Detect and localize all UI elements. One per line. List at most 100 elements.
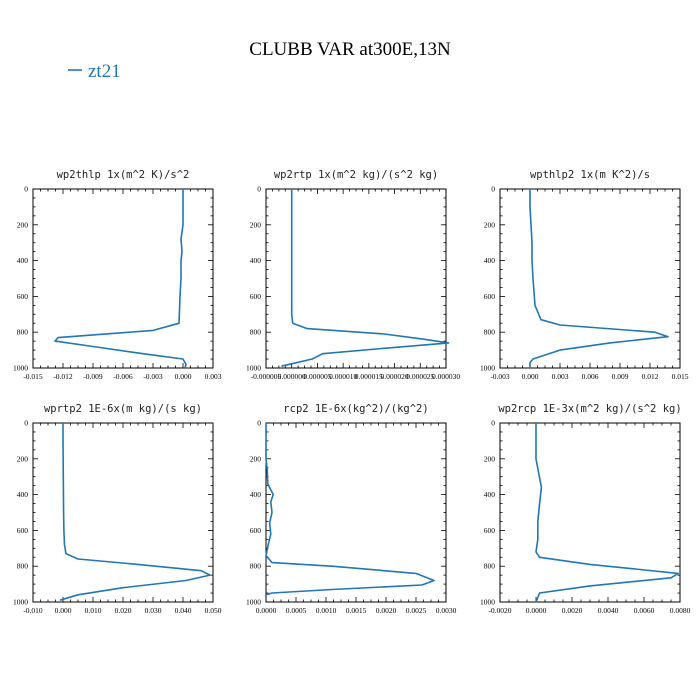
panel-4: wprtp2 1E-6x(m kg)/(s kg) -0.010 0.000 0.01…	[13, 403, 222, 615]
x-tick-label: 0.0060	[634, 606, 655, 615]
y-tick-label: 1000	[13, 598, 28, 607]
y-tick-label: 400	[250, 256, 262, 265]
x-tick-label: 0.000	[522, 372, 539, 381]
x-tick-label: -0.010	[23, 606, 43, 615]
y-tick-label: 800	[484, 562, 496, 571]
x-tick-label: 0.006	[582, 372, 599, 381]
x-tick-label: 0.0010	[316, 606, 337, 615]
series-line-zt21	[265, 423, 435, 596]
y-tick-label: 800	[250, 562, 262, 571]
x-tick-label: 0.015	[672, 372, 689, 381]
x-tick-label: 0.0025	[406, 606, 427, 615]
x-tick-label: 0.0015	[346, 606, 367, 615]
plot-frame	[499, 188, 681, 369]
panel-6: wp2rcp 1E-3x(m^2 kg)/(s^2 kg) -0.0020 0.00…	[480, 403, 691, 615]
x-tick-label: -0.0020	[488, 606, 511, 615]
panel-1: wp2thlp 1x(m^2 K)/s^2 -0.015 -0.012 -0.009 -…	[13, 169, 222, 381]
x-tick-label: 0.000000	[278, 372, 306, 381]
legend: zt21	[68, 61, 121, 82]
x-tick-label: 0.000015	[355, 372, 383, 381]
y-tick-label: 600	[17, 526, 29, 535]
y-tick-label: 600	[250, 526, 262, 535]
y-tick-label: 800	[17, 562, 29, 571]
panel-3: wpthlp2 1x(m K^2)/s -0.003 0.000 0.003 0.006…	[480, 169, 689, 381]
y-tick-label: 400	[250, 490, 262, 499]
y-tick-label: 0	[24, 419, 28, 428]
x-tick-label: -0.003	[490, 372, 510, 381]
x-tick-label: 0.0080	[670, 606, 691, 615]
y-tick-label: 1000	[480, 598, 495, 607]
plot-frame	[499, 422, 681, 603]
x-tick-label: 0.012	[642, 372, 659, 381]
x-tick-label: 0.0005	[286, 606, 307, 615]
y-tick-label: 800	[17, 328, 29, 337]
y-tick-label: 1000	[246, 598, 261, 607]
y-tick-label: 1000	[480, 364, 495, 373]
x-tick-label: 0.000020	[381, 372, 409, 381]
y-tick-label: 0	[257, 419, 261, 428]
plot-frame	[265, 188, 447, 369]
x-tick-label: 0.0040	[598, 606, 619, 615]
panel-title: wprtp2 1E-6x(m kg)/(s kg)	[44, 403, 202, 415]
x-tick-label: -0.006	[113, 372, 133, 381]
x-tick-label: 0.0000	[256, 606, 277, 615]
y-tick-label: 0	[491, 185, 495, 194]
y-tick-label: 0	[491, 419, 495, 428]
y-tick-label: 400	[484, 490, 496, 499]
legend-label-zt21: zt21	[88, 61, 121, 82]
y-tick-label: 200	[250, 454, 262, 463]
panel-2: wp2rtp 1x(m^2 kg)/(s^2 kg)-0.0000050.000…	[246, 169, 460, 381]
y-tick-label: 200	[484, 454, 496, 463]
x-tick-label: 0.010	[85, 606, 102, 615]
series-line-zt21	[59, 423, 211, 601]
panel-5: rcp2 1E-6x(kg^2)/(kg^2) 0.0000 0.0005 0.001…	[246, 403, 457, 615]
y-tick-label: 600	[250, 292, 262, 301]
x-tick-label: 0.0030	[436, 606, 457, 615]
x-tick-label: -0.009	[83, 372, 103, 381]
series-line-zt21	[535, 423, 680, 603]
x-tick-label: 0.000025	[406, 372, 434, 381]
x-tick-label: -0.015	[23, 372, 43, 381]
y-tick-label: 1000	[246, 364, 261, 373]
y-tick-label: 200	[250, 220, 262, 229]
x-tick-label: 0.040	[175, 606, 192, 615]
y-tick-label: 0	[257, 185, 261, 194]
y-tick-label: 0	[24, 185, 28, 194]
x-tick-label: 0.000	[55, 606, 72, 615]
x-tick-label: -0.000005	[251, 372, 282, 381]
y-tick-label: 400	[17, 256, 29, 265]
x-tick-label: 0.0020	[376, 606, 397, 615]
x-tick-label: 0.000005	[303, 372, 331, 381]
x-tick-label: 0.003	[205, 372, 222, 381]
x-tick-label: 0.020	[115, 606, 132, 615]
panel-grid: wp2thlp 1x(m^2 K)/s^2 -0.015 -0.012 -0.009 -…	[13, 169, 691, 615]
panel-title: rcp2 1E-6x(kg^2)/(kg^2)	[283, 403, 428, 415]
x-tick-label: 0.030	[145, 606, 162, 615]
series-line-zt21	[529, 189, 669, 368]
panel-title: wp2thlp 1x(m^2 K)/s^2	[57, 169, 190, 181]
x-tick-label: 0.0020	[562, 606, 583, 615]
x-tick-label: 0.0000	[526, 606, 547, 615]
x-tick-label: 0.000030	[432, 372, 460, 381]
x-tick-label: 0.000010	[329, 372, 357, 381]
y-tick-label: 200	[17, 454, 29, 463]
y-tick-label: 1000	[13, 364, 28, 373]
x-tick-label: -0.012	[53, 372, 73, 381]
y-tick-label: 600	[17, 292, 29, 301]
y-tick-label: 600	[484, 292, 496, 301]
x-tick-label: 0.003	[552, 372, 569, 381]
y-tick-label: 400	[484, 256, 496, 265]
y-tick-label: 600	[484, 526, 496, 535]
y-tick-label: 200	[17, 220, 29, 229]
x-tick-label: 0.050	[205, 606, 222, 615]
x-tick-label: -0.003	[143, 372, 163, 381]
series-line-zt21	[281, 189, 450, 367]
figure-title: CLUBB VAR at300E,13N	[249, 39, 451, 60]
x-tick-label: 0.009	[612, 372, 629, 381]
panel-title: wp2rcp 1E-3x(m^2 kg)/(s^2 kg)	[498, 403, 681, 415]
y-tick-label: 200	[484, 220, 496, 229]
y-tick-label: 800	[250, 328, 262, 337]
panel-title: wp2rtp 1x(m^2 kg)/(s^2 kg)	[274, 169, 438, 181]
panel-title: wpthlp2 1x(m K^2)/s	[530, 169, 650, 181]
